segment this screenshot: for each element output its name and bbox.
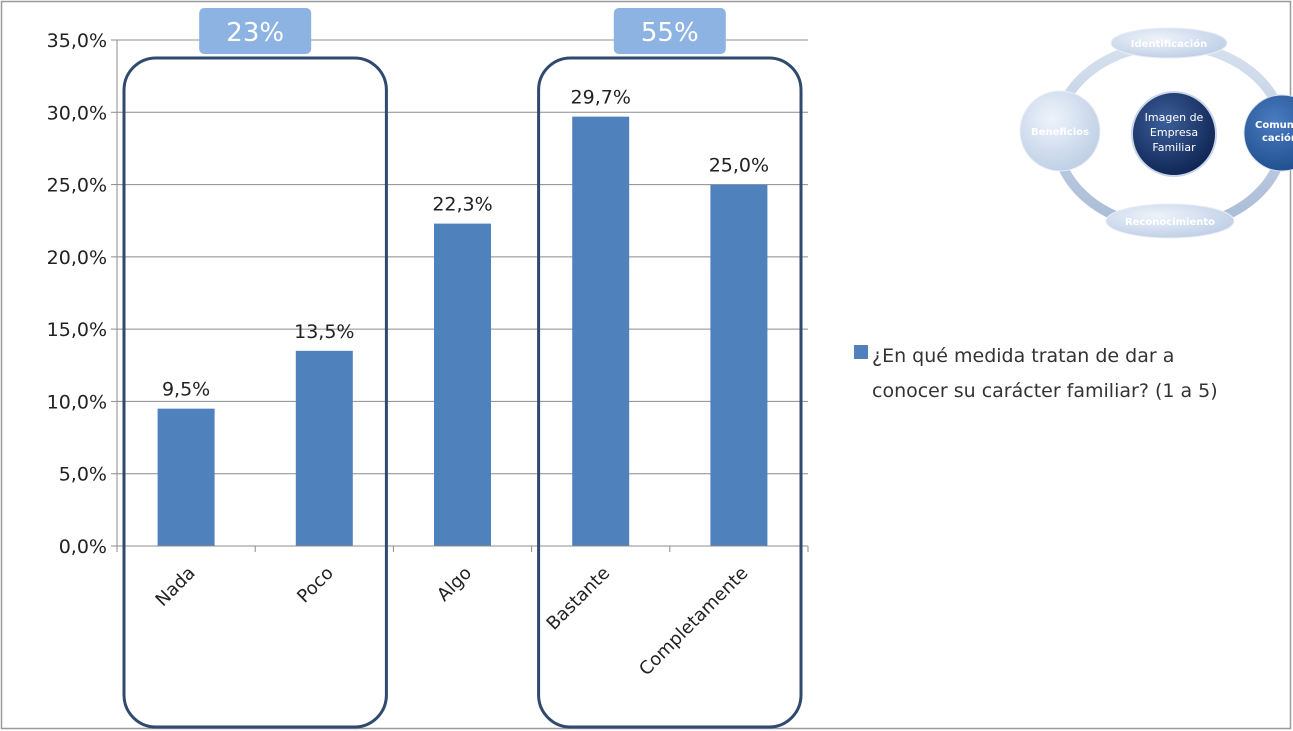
data-label: 22,3%	[432, 194, 492, 216]
y-tick-label: 20,0%	[47, 247, 107, 269]
bar-algo	[434, 223, 491, 546]
cycle-label-right-1: Comun	[1255, 120, 1293, 131]
cycle-node-bottom: Reconocimiento	[1105, 203, 1235, 239]
cycle-label-bottom: Reconocimiento	[1125, 217, 1215, 228]
data-label: 29,7%	[571, 87, 631, 109]
bar-completamente	[710, 184, 768, 547]
gridlines	[117, 39, 808, 475]
cycle-diagram: Imagen de Empresa Familiar Identificació…	[1019, 27, 1293, 239]
data-label: 13,5%	[294, 321, 354, 343]
cycle-center-line-3: Familiar	[1152, 141, 1196, 154]
bars	[157, 116, 768, 547]
data-labels: 9,5% 13,5% 22,3% 29,7% 25,0%	[162, 87, 769, 401]
group-badge	[613, 8, 726, 54]
y-tick-label: 35,0%	[47, 30, 107, 52]
category-label: Bastante	[543, 563, 615, 635]
cycle-center-line-2: Empresa	[1150, 126, 1198, 139]
legend-line-1: ¿En qué medida tratan de dar a	[872, 345, 1174, 367]
group-badge	[199, 8, 312, 54]
category-label: Poco	[293, 563, 338, 608]
cycle-label-left: Beneficios	[1031, 127, 1089, 138]
data-label: 25,0%	[709, 155, 769, 177]
cycle-center-line-1: Imagen de	[1145, 111, 1204, 124]
cycle-label-right-2: cación	[1262, 132, 1293, 144]
group-badge-label: 55%	[641, 18, 699, 48]
bar-poco	[295, 350, 353, 546]
cycle-label-top: Identificación	[1131, 38, 1207, 50]
data-label: 9,5%	[162, 379, 210, 401]
cycle-node-right: Comun cación	[1243, 94, 1293, 172]
y-axis-ticks: 0,0% 5,0% 10,0% 15,0% 20,0% 25,0% 30,0% 35,0%	[47, 30, 107, 558]
legend-swatch	[854, 345, 868, 359]
y-tick-label: 0,0%	[59, 536, 107, 558]
category-labels: Nada Poco Algo Bastante Completamente	[152, 563, 753, 680]
bar-bastante	[572, 116, 630, 546]
category-label: Completamente	[635, 563, 752, 680]
cycle-node-left: Beneficios	[1019, 90, 1101, 172]
cycle-center-node: Imagen de Empresa Familiar	[1131, 91, 1217, 177]
y-tick-label: 15,0%	[47, 319, 107, 341]
y-tick-label: 30,0%	[47, 102, 107, 124]
category-label: Algo	[433, 563, 476, 606]
group-outline	[122, 56, 388, 729]
legend-line-2: conocer su carácter familiar? (1 a 5)	[872, 380, 1218, 402]
cycle-node-top: Identificación	[1110, 27, 1228, 59]
y-tick-label: 5,0%	[59, 464, 107, 486]
y-tick-label: 25,0%	[47, 175, 107, 197]
group-annotations: 23% 55%	[122, 8, 803, 729]
legend: ¿En qué medida tratan de dar a conocer s…	[854, 345, 1218, 402]
group-outline	[537, 56, 803, 729]
y-tick-label: 10,0%	[47, 391, 107, 413]
category-label: Nada	[152, 563, 200, 611]
group-badge-label: 23%	[226, 18, 284, 48]
bar-nada	[157, 408, 215, 546]
axes	[111, 39, 809, 552]
